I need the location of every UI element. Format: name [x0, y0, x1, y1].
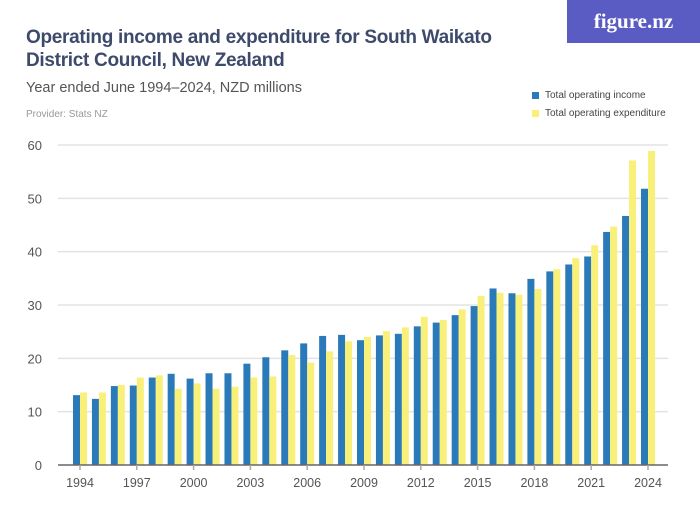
- income-bar-2017: [508, 293, 516, 465]
- x-tick-label: 1994: [66, 476, 94, 490]
- expenditure-bar-2021: [591, 245, 599, 465]
- income-bar-2023: [622, 215, 630, 465]
- x-tick-label: 1997: [123, 476, 151, 490]
- expenditure-bar-2008: [345, 341, 353, 465]
- y-tick-label: 30: [28, 298, 42, 313]
- income-bar-2009: [357, 340, 364, 465]
- expenditure-bar-1998: [155, 375, 163, 465]
- legend-item-expenditure: Total operating expenditure: [532, 104, 666, 122]
- expenditure-bar-2005: [288, 355, 296, 465]
- expenditure-bar-1994: [80, 392, 87, 465]
- income-bar-2016: [489, 288, 497, 465]
- expenditure-bar-2020: [572, 258, 580, 465]
- expenditure-bar-1999: [174, 388, 182, 465]
- expenditure-bar-2024: [648, 150, 655, 465]
- income-bar-2014: [451, 315, 459, 465]
- y-tick-label: 60: [28, 138, 42, 153]
- expenditure-bar-2007: [326, 351, 334, 465]
- legend-label-expenditure: Total operating expenditure: [545, 107, 666, 119]
- expenditure-bar-2001: [212, 388, 220, 465]
- income-bar-1997: [129, 385, 137, 465]
- income-bar-2003: [243, 363, 251, 465]
- expenditure-bar-2004: [269, 376, 277, 465]
- provider: Provider: Stats NZ: [26, 109, 108, 120]
- expenditure-bar-2019: [553, 269, 561, 465]
- expenditure-bar-2023: [629, 160, 637, 465]
- x-tick-label: 2018: [520, 476, 548, 490]
- income-bar-2001: [205, 373, 213, 465]
- expenditure-bar-2009: [364, 337, 371, 465]
- expenditure-bar-2013: [439, 319, 447, 465]
- y-tick-label: 10: [28, 405, 42, 420]
- x-tick-label: 2015: [464, 476, 492, 490]
- expenditure-bar-2010: [382, 331, 390, 465]
- expenditure-bar-2006: [307, 362, 315, 465]
- y-tick-label: 40: [28, 245, 42, 260]
- income-bar-1994: [73, 395, 80, 465]
- figure-nz-logo[interactable]: figure.nz: [567, 0, 700, 43]
- y-tick-label: 50: [28, 191, 42, 206]
- income-bar-2011: [394, 333, 402, 465]
- expenditure-bar-2000: [193, 383, 201, 465]
- income-bar-1999: [167, 373, 175, 465]
- legend-label-income: Total operating income: [545, 89, 646, 101]
- x-tick-label: 2012: [407, 476, 435, 490]
- legend: Total operating income Total operating e…: [532, 86, 666, 122]
- income-bar-2010: [375, 335, 383, 465]
- y-tick-label: 0: [35, 458, 42, 473]
- income-bar-2008: [338, 334, 346, 465]
- income-bar-2015: [470, 306, 478, 465]
- income-bar-2006: [300, 343, 308, 465]
- expenditure-bar-2015: [477, 295, 485, 465]
- expenditure-bar-2003: [250, 377, 258, 465]
- x-tick-label: 2000: [180, 476, 208, 490]
- subtitle: Year ended June 1994–2024, NZD millions: [26, 80, 302, 96]
- x-tick-label: 2009: [350, 476, 378, 490]
- expenditure-bar-2002: [231, 386, 239, 465]
- income-bar-2018: [527, 278, 535, 465]
- expenditure-bar-2011: [401, 327, 409, 465]
- legend-swatch-income: [532, 91, 539, 99]
- expenditure-bar-2016: [496, 292, 504, 465]
- legend-swatch-expenditure: [532, 109, 539, 117]
- y-tick-label: 20: [28, 351, 42, 366]
- expenditure-bar-2018: [534, 289, 542, 465]
- page-title: Operating income and expenditure for Sou…: [26, 27, 492, 71]
- income-bar-2002: [224, 373, 232, 465]
- expenditure-bar-2014: [458, 309, 466, 465]
- x-tick-label: 2021: [577, 476, 605, 490]
- income-bar-2000: [186, 378, 194, 465]
- income-bar-2020: [565, 264, 573, 465]
- income-bar-2021: [584, 256, 592, 465]
- legend-item-income: Total operating income: [532, 86, 666, 104]
- income-bar-1995: [91, 398, 99, 465]
- income-bar-2012: [413, 326, 421, 465]
- income-bar-2007: [319, 335, 327, 465]
- expenditure-bar-1995: [98, 392, 106, 465]
- income-bar-2024: [641, 188, 648, 465]
- expenditure-bar-1997: [136, 377, 144, 465]
- income-bar-2022: [603, 231, 611, 465]
- x-tick-label: 2003: [236, 476, 264, 490]
- expenditure-bar-1996: [117, 385, 125, 465]
- income-bar-2019: [546, 271, 554, 465]
- x-tick-label: 2024: [634, 476, 662, 490]
- expenditure-bar-2012: [420, 316, 428, 465]
- income-bar-1998: [148, 377, 156, 465]
- income-bar-2004: [262, 357, 270, 465]
- income-bar-2005: [281, 350, 289, 465]
- income-bar-2013: [432, 322, 440, 465]
- income-bar-1996: [110, 386, 118, 465]
- x-tick-label: 2006: [293, 476, 321, 490]
- expenditure-bar-2022: [610, 226, 618, 465]
- expenditure-bar-2017: [515, 294, 523, 465]
